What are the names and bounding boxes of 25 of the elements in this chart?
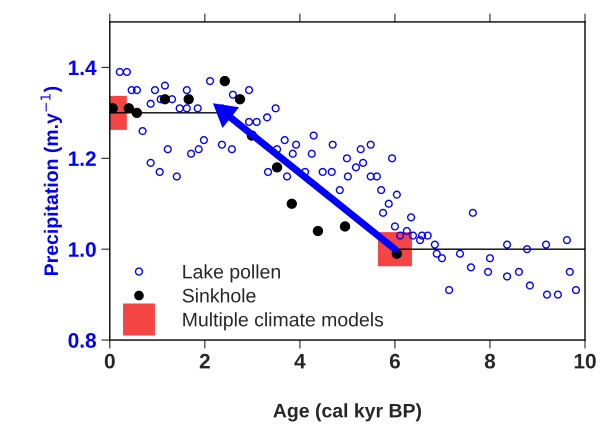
point	[132, 108, 142, 118]
x-tick-label: 4	[294, 354, 306, 368]
y-tick-label: 0.8	[68, 333, 96, 348]
y-axis-title: Precipitation (m.y$^{−1}$)	[40, 86, 62, 275]
point	[220, 76, 230, 86]
legend-label: Sinkhole	[182, 288, 256, 303]
x-axis-title: Age (cal kyr BP)	[273, 403, 421, 422]
point	[340, 221, 350, 232]
point	[184, 94, 194, 104]
x-tick-label: 10	[574, 354, 596, 369]
point	[234, 94, 246, 104]
legend-label: Lake pollen	[183, 264, 280, 282]
y-tick-label: 1.4	[68, 60, 96, 75]
y-tick-label: 1.2	[68, 151, 96, 166]
legend-label: Multiple climate models	[183, 312, 384, 330]
x-tick-label: 2	[200, 354, 210, 368]
point	[160, 94, 170, 104]
point	[286, 198, 297, 209]
point	[124, 103, 134, 114]
x-tick-label: 8	[484, 354, 496, 369]
x-tick-label: 6	[390, 354, 400, 369]
point	[312, 226, 324, 236]
point	[272, 162, 282, 173]
x-tick-label: 0	[104, 354, 115, 369]
y-tick-label: 1.0	[68, 242, 96, 257]
